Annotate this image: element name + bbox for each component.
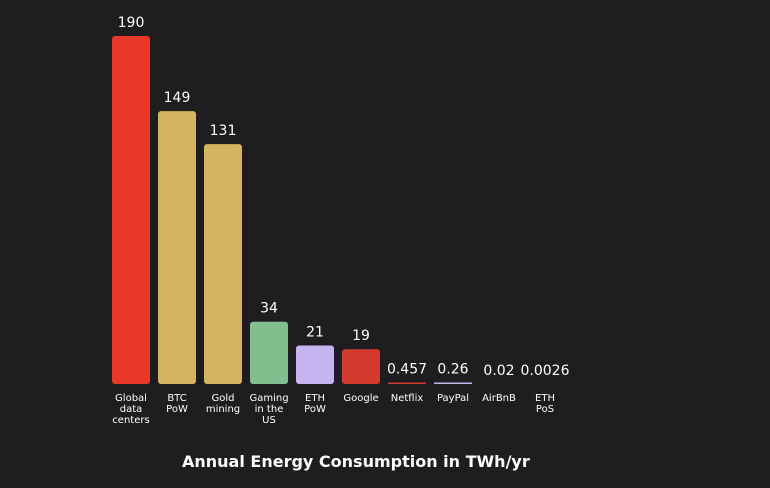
- category-label-0: Global data centers: [112, 393, 149, 426]
- bar-5: [342, 349, 380, 384]
- value-label-2: 131: [210, 123, 237, 139]
- value-label-1: 149: [164, 90, 191, 106]
- category-label-3: Gaming in the US: [249, 393, 288, 426]
- category-label-7: PayPal: [437, 393, 469, 404]
- value-label-3: 34: [260, 301, 278, 317]
- bar-4: [296, 345, 334, 384]
- bar-6: [388, 382, 426, 384]
- value-label-0: 190: [118, 15, 145, 31]
- value-label-5: 19: [352, 328, 370, 344]
- category-label-2: Gold mining: [206, 393, 240, 415]
- category-label-8: AirBnB: [482, 393, 516, 404]
- bar-0: [112, 36, 150, 384]
- category-label-1: BTC PoW: [166, 393, 188, 415]
- category-label-5: Google: [343, 393, 378, 404]
- bar-1: [158, 111, 196, 385]
- category-label-6: Netflix: [391, 393, 424, 404]
- value-label-7: 0.26: [437, 362, 468, 378]
- category-label-4: ETH PoW: [304, 393, 326, 415]
- category-label-9: ETH PoS: [535, 393, 555, 415]
- value-label-6: 0.457: [387, 362, 427, 378]
- chart-title: Annual Energy Consumption in TWh/yr: [182, 452, 530, 471]
- bar-7: [434, 382, 472, 384]
- bar-2: [204, 144, 242, 384]
- value-label-9: 0.0026: [521, 363, 570, 379]
- bar-3: [250, 321, 288, 384]
- value-label-8: 0.02: [483, 363, 514, 379]
- value-label-4: 21: [306, 325, 324, 341]
